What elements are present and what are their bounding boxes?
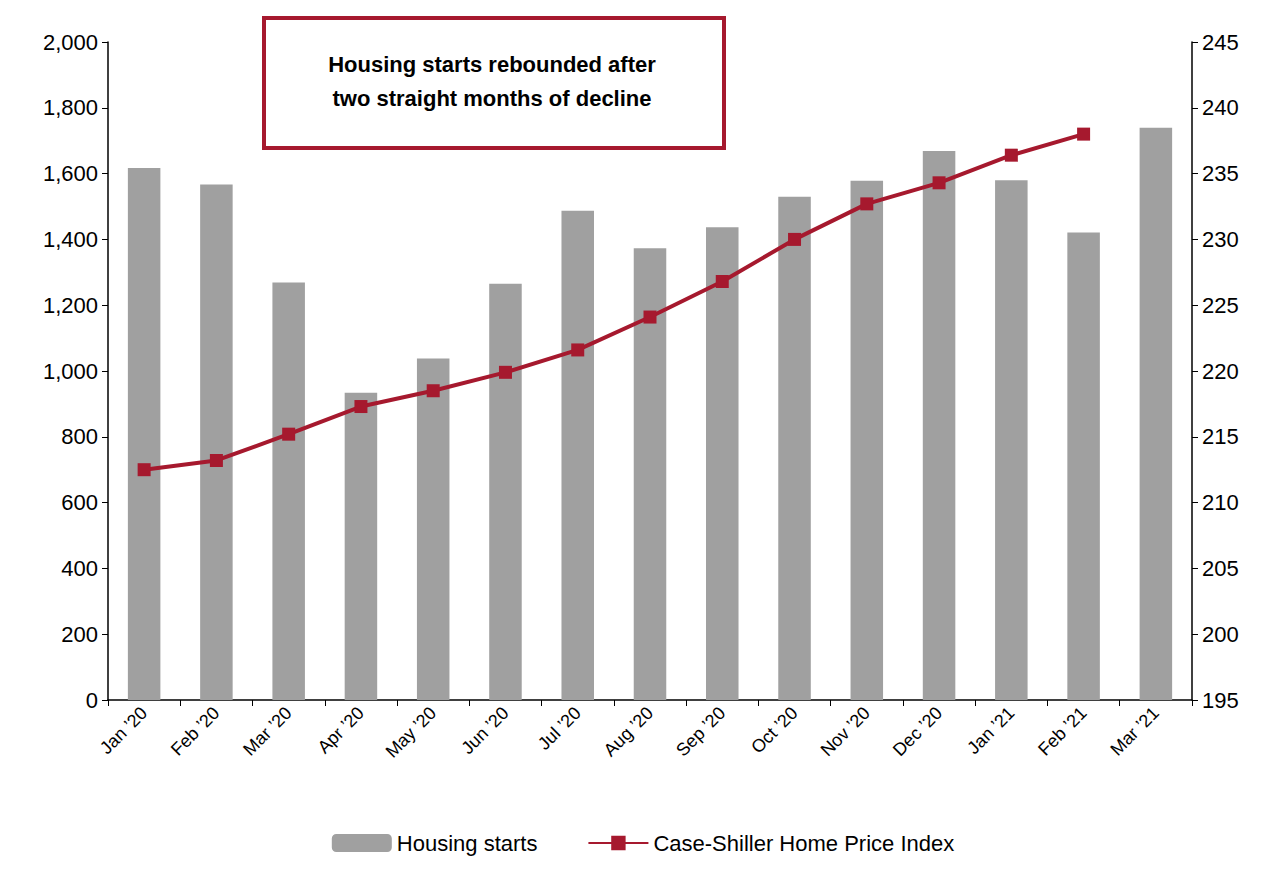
svg-text:1,400: 1,400 <box>43 227 98 252</box>
svg-text:Nov ’20: Nov ’20 <box>817 703 874 760</box>
svg-text:245: 245 <box>1202 30 1239 55</box>
svg-text:Case-Shiller Home Price Index: Case-Shiller Home Price Index <box>653 831 954 856</box>
svg-text:Oct ’20: Oct ’20 <box>747 703 801 757</box>
svg-text:1,600: 1,600 <box>43 161 98 186</box>
svg-text:200: 200 <box>1202 622 1239 647</box>
svg-text:Feb ’21: Feb ’21 <box>1034 703 1091 760</box>
svg-text:195: 195 <box>1202 688 1239 713</box>
svg-text:Apr ’20: Apr ’20 <box>314 703 368 757</box>
svg-text:205: 205 <box>1202 556 1239 581</box>
svg-text:Sep ’20: Sep ’20 <box>672 703 729 760</box>
svg-text:Jan ’21: Jan ’21 <box>963 703 1018 758</box>
svg-text:Aug ’20: Aug ’20 <box>600 703 657 760</box>
svg-text:Mar ’20: Mar ’20 <box>239 703 296 760</box>
svg-text:225: 225 <box>1202 293 1239 318</box>
svg-text:Housing starts: Housing starts <box>397 831 538 856</box>
svg-text:200: 200 <box>61 622 98 647</box>
svg-text:May ’20: May ’20 <box>382 703 441 762</box>
svg-text:Jan ’20: Jan ’20 <box>96 703 151 758</box>
svg-text:1,200: 1,200 <box>43 293 98 318</box>
svg-text:235: 235 <box>1202 161 1239 186</box>
svg-text:1,800: 1,800 <box>43 95 98 120</box>
svg-text:Jul ’20: Jul ’20 <box>534 703 585 754</box>
svg-text:Mar ’21: Mar ’21 <box>1106 703 1163 760</box>
svg-text:Feb ’20: Feb ’20 <box>167 703 224 760</box>
svg-text:2,000: 2,000 <box>43 30 98 55</box>
svg-text:240: 240 <box>1202 95 1239 120</box>
svg-text:230: 230 <box>1202 227 1239 252</box>
svg-text:two straight months of decline: two straight months of decline <box>332 86 651 111</box>
svg-text:400: 400 <box>61 556 98 581</box>
svg-text:Dec ’20: Dec ’20 <box>889 703 946 760</box>
svg-text:210: 210 <box>1202 490 1239 515</box>
svg-text:Housing starts rebounded after: Housing starts rebounded after <box>328 52 656 77</box>
svg-text:600: 600 <box>61 490 98 515</box>
svg-text:1,000: 1,000 <box>43 359 98 384</box>
svg-text:220: 220 <box>1202 359 1239 384</box>
svg-text:Jun ’20: Jun ’20 <box>457 703 512 758</box>
svg-text:0: 0 <box>86 688 98 713</box>
svg-text:800: 800 <box>61 424 98 449</box>
svg-text:215: 215 <box>1202 424 1239 449</box>
